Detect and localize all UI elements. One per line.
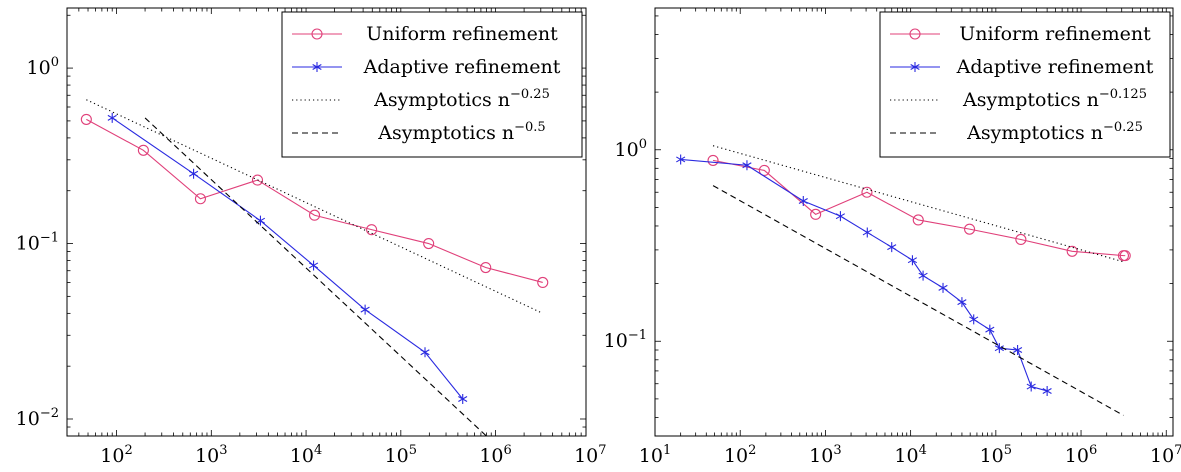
series-line (86, 118, 543, 283)
legend-box (879, 11, 1171, 158)
series-line (712, 185, 1124, 416)
data-point (918, 270, 928, 281)
data-point (758, 164, 770, 176)
data-point (676, 154, 686, 165)
data-point (360, 304, 370, 315)
data-point (912, 214, 924, 226)
data-point (480, 261, 492, 274)
data-point (957, 297, 967, 308)
data-point (810, 208, 822, 220)
data-point (251, 174, 264, 186)
data-point (938, 282, 948, 293)
legend-label: Uniform refinement (366, 23, 558, 45)
data-point (994, 343, 1004, 354)
x-tick-label: 103 (809, 443, 841, 467)
legend-marker (909, 28, 921, 40)
legend-marker (311, 28, 323, 40)
data-point (194, 193, 206, 205)
data-point (861, 186, 873, 198)
y-tick-label: 100 (27, 55, 59, 79)
data-point (80, 113, 92, 125)
data-point (887, 242, 897, 253)
data-point (1119, 250, 1131, 262)
x-ticks (654, 8, 1167, 436)
y-tick-label: 10−1 (16, 231, 59, 255)
data-point (107, 112, 117, 123)
data-point (420, 347, 430, 358)
data-point (835, 211, 846, 222)
data-point (969, 314, 979, 325)
data-point (862, 227, 872, 238)
data-point (742, 160, 752, 171)
series-line (712, 159, 1126, 257)
data-point (537, 276, 549, 289)
y-ticks (67, 14, 586, 437)
x-tick-label: 105 (980, 443, 1012, 467)
legend-label: Adaptive refinement (363, 56, 561, 78)
data-point (188, 168, 199, 179)
left-chart: 102 103 104 105 106 107 10−2 10−1 100 Uniform ref… (16, 7, 607, 467)
data-point (907, 255, 918, 266)
data-point (458, 394, 468, 405)
data-point (137, 144, 149, 156)
x-tick-label: 106 (1065, 443, 1097, 467)
data-point (1026, 381, 1036, 392)
x-tick-label: 104 (894, 443, 926, 467)
series-line (111, 117, 464, 400)
data-point (308, 209, 321, 221)
data-point (798, 196, 808, 207)
legend-label: Adaptive refinement (956, 56, 1154, 78)
x-tick-label: 107 (1150, 443, 1181, 467)
data-point (964, 223, 976, 235)
legend-label: Uniform refinement (959, 23, 1151, 45)
plot-area (676, 145, 1131, 416)
data-point (308, 260, 319, 271)
series-line (680, 158, 1048, 392)
y-tick-label: 10−1 (604, 328, 647, 352)
x-tick-label: 107 (574, 443, 606, 467)
legend-label: Asymptotics n−0.25 (966, 120, 1143, 144)
axis-frame (654, 7, 1174, 437)
data-point (985, 324, 995, 335)
y-tick-label: 10−2 (16, 406, 59, 430)
series-line (712, 145, 1124, 263)
y-tick-label: 100 (615, 137, 647, 161)
data-point (423, 237, 435, 250)
data-point (1066, 245, 1078, 257)
legend-marker (910, 62, 920, 72)
x-tick-label: 102 (100, 443, 132, 467)
legend: Uniform refinement Adaptive refinement Asy… (281, 11, 583, 158)
x-tick-label: 106 (479, 443, 511, 467)
legend-label: Asymptotics n−0.125 (962, 87, 1147, 111)
data-point (1015, 233, 1027, 246)
data-point (707, 154, 719, 166)
x-tick-label: 102 (724, 443, 756, 467)
legend-label: Asymptotics n−0.5 (377, 120, 545, 144)
x-tick-label: 104 (290, 443, 322, 467)
data-point (1012, 345, 1023, 356)
x-tick-label: 105 (385, 443, 417, 467)
data-point (366, 224, 378, 236)
series-line (144, 117, 487, 436)
plot-area (80, 99, 549, 436)
axis-frame (66, 7, 587, 437)
legend-label: Asymptotics n−0.25 (373, 87, 550, 111)
legend-marker (312, 62, 322, 72)
data-point (1042, 385, 1052, 396)
data-point (255, 215, 266, 226)
legend: Uniform refinement Adaptive refinement Asy… (879, 11, 1171, 158)
x-tick-label: 101 (639, 443, 671, 467)
right-chart: 101 102 103 104 105 106 107 10−1 100 Uniform refi… (604, 7, 1181, 467)
x-tick-label: 103 (195, 443, 227, 467)
